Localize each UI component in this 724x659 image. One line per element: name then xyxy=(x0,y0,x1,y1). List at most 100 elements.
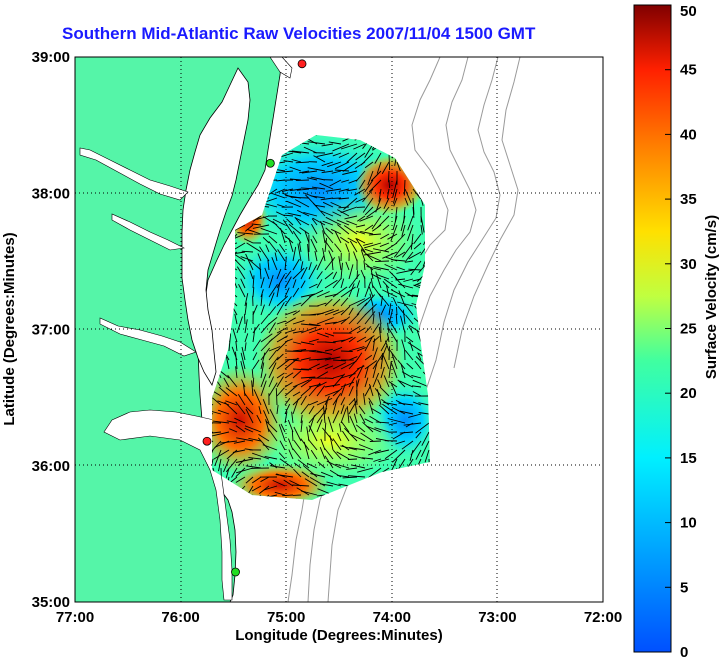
velocity-vector xyxy=(354,188,366,196)
velocity-vector xyxy=(276,327,288,334)
velocity-vector xyxy=(269,408,278,424)
velocity-vector xyxy=(303,146,318,154)
velocity-vector xyxy=(287,438,294,451)
velocity-vector xyxy=(323,405,326,424)
velocity-vector xyxy=(374,152,382,164)
velocity-vector xyxy=(364,281,372,298)
velocity-vector xyxy=(263,410,270,424)
velocity-vector xyxy=(374,427,390,433)
velocity-vector xyxy=(241,346,246,361)
velocity-vector xyxy=(348,336,356,343)
velocity-vector xyxy=(276,274,286,289)
velocity-vector xyxy=(307,439,318,451)
velocity-vector xyxy=(356,302,368,316)
velocity-vector xyxy=(326,481,342,487)
x-tick-label: 76:00 xyxy=(161,609,199,626)
velocity-vector xyxy=(283,214,294,217)
velocity-vector xyxy=(235,425,246,433)
velocity-vector xyxy=(300,386,312,397)
velocity-vector xyxy=(293,468,302,478)
velocity-vector xyxy=(292,484,310,487)
velocity-vector xyxy=(417,352,422,361)
velocity-vector xyxy=(349,240,358,253)
velocity-vector xyxy=(324,232,334,244)
velocity-vector xyxy=(370,278,374,289)
velocity-vector xyxy=(391,354,398,370)
velocity-vector xyxy=(325,227,334,235)
velocity-vector xyxy=(336,451,350,460)
velocity-vector xyxy=(316,302,327,307)
velocity-vector xyxy=(225,400,238,406)
velocity-vector xyxy=(300,341,315,346)
velocity-vector xyxy=(243,392,254,406)
velocity-vector xyxy=(346,467,358,470)
velocity-vector xyxy=(420,440,430,457)
velocity-vector xyxy=(320,220,326,235)
velocity-vector xyxy=(253,389,262,406)
velocity-vector xyxy=(412,379,430,388)
velocity-vector xyxy=(332,373,346,388)
velocity-vector xyxy=(418,402,430,406)
velocity-vector xyxy=(316,494,326,497)
velocity-vector xyxy=(310,473,326,478)
velocity-vector xyxy=(244,319,248,334)
velocity-vector xyxy=(348,298,366,307)
velocity-vector xyxy=(292,230,302,244)
velocity-vector xyxy=(364,161,374,169)
velocity-vector xyxy=(324,238,328,253)
velocity-vector xyxy=(276,376,284,388)
velocity-vector xyxy=(394,277,406,289)
velocity-vector xyxy=(268,382,278,397)
velocity-vector xyxy=(300,266,308,280)
colorbar-tick-label: 35 xyxy=(680,191,697,208)
velocity-vector xyxy=(268,292,275,307)
velocity-vector xyxy=(364,335,375,343)
velocity-vector xyxy=(340,305,351,316)
velocity-vector xyxy=(324,298,333,307)
velocity-vector xyxy=(271,257,278,271)
velocity-vector xyxy=(260,304,265,316)
x-tick-label: 74:00 xyxy=(373,609,411,626)
velocity-vector xyxy=(244,224,254,232)
velocity-vector xyxy=(332,339,346,343)
velocity-vector xyxy=(342,170,358,175)
velocity-vector xyxy=(287,212,302,217)
velocity-vector xyxy=(383,401,398,406)
velocity-vector xyxy=(378,404,390,415)
velocity-vector xyxy=(260,347,270,361)
velocity-vector xyxy=(307,243,310,262)
velocity-vector xyxy=(316,317,334,325)
velocity-vector xyxy=(364,326,372,334)
velocity-vector xyxy=(396,161,401,172)
velocity-vector xyxy=(284,357,299,370)
velocity-vector xyxy=(257,437,270,451)
velocity-vector xyxy=(415,422,430,434)
velocity-vector xyxy=(252,287,255,298)
velocity-vector xyxy=(297,243,302,262)
velocity-vector xyxy=(291,150,310,154)
velocity-vector xyxy=(421,431,430,446)
y-tick-label: 39:00 xyxy=(32,49,70,66)
velocity-vector xyxy=(385,284,390,298)
velocity-vector xyxy=(252,352,258,361)
velocity-vector xyxy=(372,224,382,232)
velocity-vector xyxy=(390,224,398,242)
velocity-vector xyxy=(364,179,374,193)
velocity-vector xyxy=(356,297,371,307)
velocity-vector xyxy=(284,256,287,271)
velocity-vector xyxy=(389,350,398,361)
velocity-vector xyxy=(353,143,366,150)
velocity-vector xyxy=(378,188,382,202)
velocity-vector xyxy=(268,283,278,298)
velocity-vector xyxy=(398,283,414,289)
velocity-vector xyxy=(332,310,344,316)
velocity-vector xyxy=(292,267,305,280)
velocity-vector xyxy=(412,278,422,282)
velocity-vector xyxy=(232,449,246,453)
velocity-vector xyxy=(268,362,277,379)
velocity-vector xyxy=(294,217,310,226)
velocity-vector xyxy=(348,264,354,280)
velocity-vector xyxy=(324,272,334,280)
velocity-vector xyxy=(400,215,406,232)
velocity-vector xyxy=(412,206,415,218)
